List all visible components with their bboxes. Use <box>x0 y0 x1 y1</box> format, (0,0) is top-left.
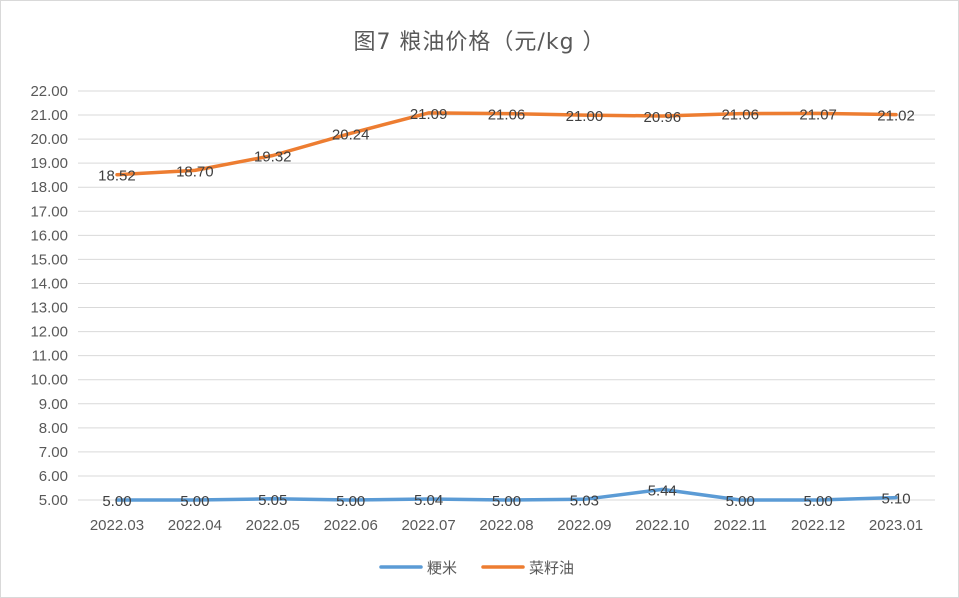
y-tick-label: 10.00 <box>30 372 68 389</box>
y-tick-label: 20.00 <box>30 131 68 148</box>
data-label: 5.00 <box>726 493 755 510</box>
data-label: 18.52 <box>98 168 136 185</box>
x-tick-label: 2022.10 <box>635 517 689 534</box>
data-label: 5.44 <box>648 482 677 499</box>
data-label: 5.05 <box>258 492 287 509</box>
y-tick-label: 7.00 <box>39 444 68 461</box>
series-line-2 <box>115 111 898 177</box>
chart-title: 图7 粮油价格（元/kg ） <box>353 30 606 55</box>
legend-label: 菜籽油 <box>529 559 574 577</box>
data-label: 21.02 <box>877 108 915 125</box>
y-tick-label: 16.00 <box>30 227 68 244</box>
y-tick-label: 19.00 <box>30 155 68 172</box>
y-tick-label: 12.00 <box>30 324 68 341</box>
x-tick-label: 2023.01 <box>869 517 923 534</box>
y-tick-label: 21.00 <box>30 107 68 124</box>
gridlines <box>78 90 935 501</box>
data-label: 21.06 <box>721 107 759 124</box>
x-tick-label: 2022.08 <box>479 517 533 534</box>
x-tick-label: 2022.04 <box>168 517 222 534</box>
data-label: 20.96 <box>644 109 682 126</box>
data-label: 20.24 <box>332 126 370 143</box>
data-label: 21.07 <box>799 106 837 123</box>
x-tick-label: 2022.11 <box>714 517 767 534</box>
data-label: 5.00 <box>180 493 209 510</box>
y-tick-label: 14.00 <box>30 275 68 292</box>
data-label: 21.06 <box>488 107 526 124</box>
data-label: 5.10 <box>881 491 910 508</box>
data-label: 5.03 <box>570 492 599 509</box>
y-tick-label: 22.00 <box>30 83 68 100</box>
y-tick-label: 5.00 <box>39 492 68 509</box>
y-tick-label: 15.00 <box>30 251 68 268</box>
x-axis: 2022.03 2022.04 2022.05 2022.06 2022.07 2022.… <box>90 517 923 534</box>
data-label: 18.70 <box>176 163 214 180</box>
y-tick-label: 11.00 <box>32 348 68 365</box>
y-tick-label: 8.00 <box>39 420 68 437</box>
series-line-1 <box>115 487 898 502</box>
y-tick-label: 17.00 <box>30 203 68 220</box>
y-axis: 5.00 6.00 7.00 8.00 9.00 10.00 11.00 12.00 13.00… <box>30 83 68 509</box>
x-tick-label: 2022.05 <box>246 517 300 534</box>
data-label: 21.00 <box>566 108 604 125</box>
data-label: 19.32 <box>254 148 292 165</box>
legend: 粳米 菜籽油 <box>379 559 574 577</box>
data-label: 5.00 <box>102 493 131 510</box>
x-tick-label: 2022.12 <box>791 517 845 534</box>
y-tick-label: 13.00 <box>30 300 68 317</box>
data-label: 21.09 <box>410 106 448 123</box>
x-tick-label: 2022.09 <box>557 517 611 534</box>
y-tick-label: 6.00 <box>39 468 68 485</box>
x-tick-label: 2022.03 <box>90 517 144 534</box>
legend-label: 粳米 <box>427 559 457 577</box>
data-label: 5.00 <box>804 493 833 510</box>
data-labels: 5.00 5.00 5.05 5.00 5.04 5.00 5.03 5.44 5.00 5.00… <box>98 106 915 510</box>
series-lines <box>115 111 898 502</box>
data-label: 5.00 <box>336 493 365 510</box>
y-tick-label: 18.00 <box>30 179 68 196</box>
data-label: 5.00 <box>492 493 521 510</box>
x-tick-label: 2022.07 <box>401 517 455 534</box>
y-tick-label: 9.00 <box>39 396 68 413</box>
x-tick-label: 2022.06 <box>324 517 378 534</box>
data-label: 5.04 <box>414 492 443 509</box>
